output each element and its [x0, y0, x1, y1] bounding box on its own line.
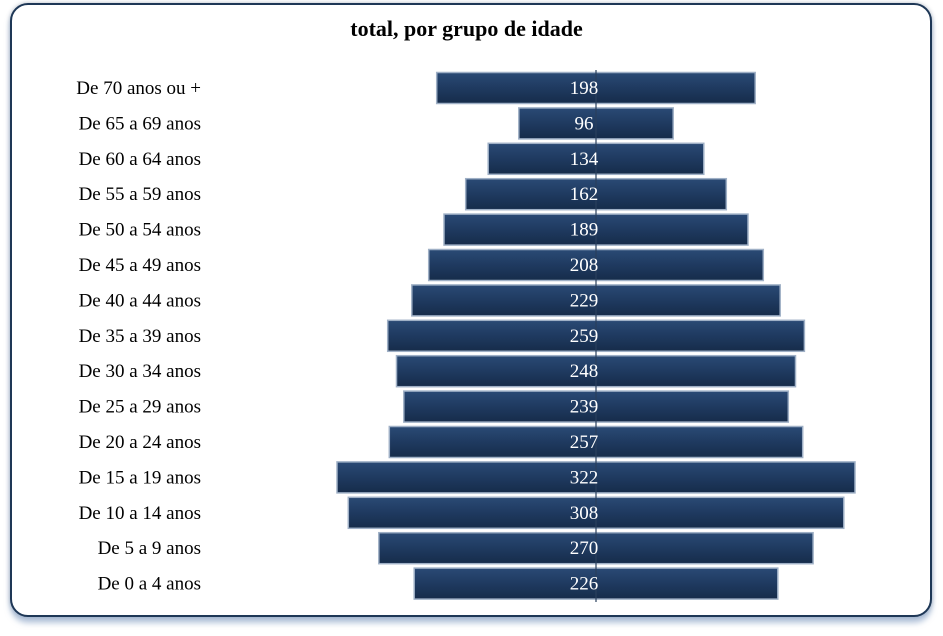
category-label-14: De 0 a 4 anos [98, 574, 201, 595]
value-label-2: 134 [570, 149, 599, 170]
category-label-10: De 20 a 24 anos [79, 432, 201, 453]
value-label-6: 229 [570, 290, 599, 311]
category-label-12: De 10 a 14 anos [79, 503, 201, 524]
chart-title: total, por grupo de idade [350, 16, 583, 41]
category-label-5: De 45 a 49 anos [79, 255, 201, 276]
value-label-7: 259 [570, 326, 599, 347]
value-label-5: 208 [570, 255, 599, 276]
value-label-14: 226 [570, 574, 599, 595]
value-label-0: 198 [570, 78, 599, 99]
value-label-13: 270 [570, 538, 599, 559]
category-label-3: De 55 a 59 anos [79, 184, 201, 205]
category-label-8: De 30 a 34 anos [79, 361, 201, 382]
category-label-6: De 40 a 44 anos [79, 290, 201, 311]
value-label-8: 248 [570, 361, 599, 382]
value-label-11: 322 [570, 467, 599, 488]
value-label-12: 308 [570, 503, 599, 524]
value-label-3: 162 [570, 184, 599, 205]
value-label-4: 189 [570, 220, 599, 241]
category-label-7: De 35 a 39 anos [79, 326, 201, 347]
value-label-9: 239 [570, 397, 599, 418]
category-label-11: De 15 a 19 anos [79, 467, 201, 488]
value-label-10: 257 [570, 432, 599, 453]
category-label-4: De 50 a 54 anos [79, 220, 201, 241]
category-label-13: De 5 a 9 anos [98, 538, 201, 559]
category-label-2: De 60 a 64 anos [79, 149, 201, 170]
category-label-0: De 70 anos ou + [76, 78, 201, 99]
category-label-9: De 25 a 29 anos [79, 397, 201, 418]
value-label-1: 96 [575, 113, 594, 134]
category-label-1: De 65 a 69 anos [79, 113, 201, 134]
